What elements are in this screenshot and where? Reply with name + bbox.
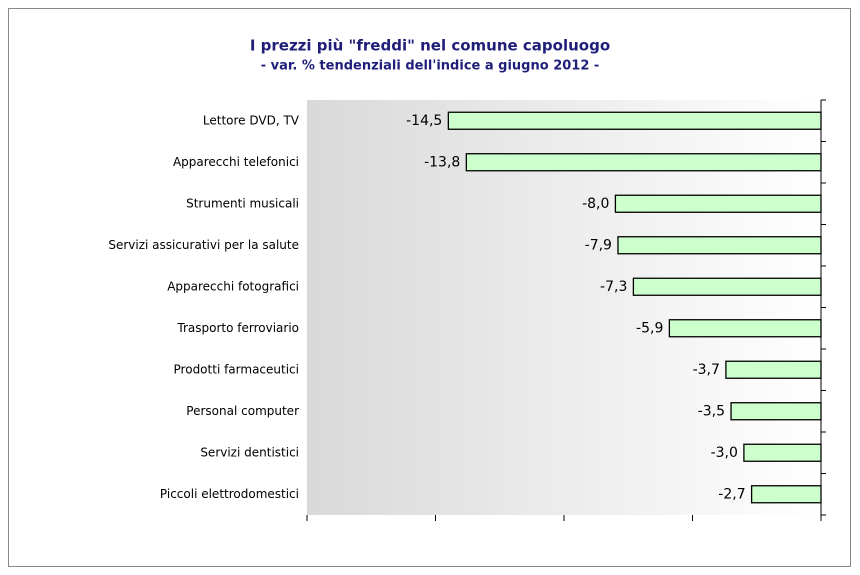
category-label: Apparecchi fotografici xyxy=(167,279,299,293)
bar xyxy=(632,277,822,296)
category-label: Strumenti musicali xyxy=(186,196,299,210)
bar xyxy=(725,360,822,379)
value-label: -3,0 xyxy=(711,445,738,461)
value-label: -13,8 xyxy=(424,154,460,170)
bar xyxy=(743,443,822,462)
value-label: -7,9 xyxy=(585,237,612,253)
bar xyxy=(730,402,822,421)
value-label: -14,5 xyxy=(406,113,442,129)
category-label: Personal computer xyxy=(186,404,299,418)
value-label: -2,7 xyxy=(718,486,745,502)
value-label: -7,3 xyxy=(600,279,627,295)
category-label: Prodotti farmaceutici xyxy=(174,362,299,376)
value-label: -3,5 xyxy=(698,403,725,419)
bar xyxy=(750,485,822,504)
bar xyxy=(668,319,822,338)
category-label: Servizi dentistici xyxy=(200,445,299,459)
category-label: Piccoli elettrodomestici xyxy=(160,487,299,501)
category-label: Apparecchi telefonici xyxy=(173,155,299,169)
bar xyxy=(614,194,822,213)
category-label: Trasporto ferroviario xyxy=(176,321,299,335)
category-label: Lettore DVD, TV xyxy=(203,113,300,127)
bar xyxy=(447,111,822,130)
bar xyxy=(465,153,822,172)
category-label: Servizi assicurativi per la salute xyxy=(108,238,299,252)
value-label: -5,9 xyxy=(636,320,663,336)
value-label: -8,0 xyxy=(582,196,609,212)
value-label: -3,7 xyxy=(693,362,720,378)
bar xyxy=(617,236,822,255)
chart-subtitle: - var. % tendenziali dell'indice a giugn… xyxy=(261,59,600,74)
chart-title: I prezzi più "freddi" nel comune capoluo… xyxy=(250,37,610,55)
